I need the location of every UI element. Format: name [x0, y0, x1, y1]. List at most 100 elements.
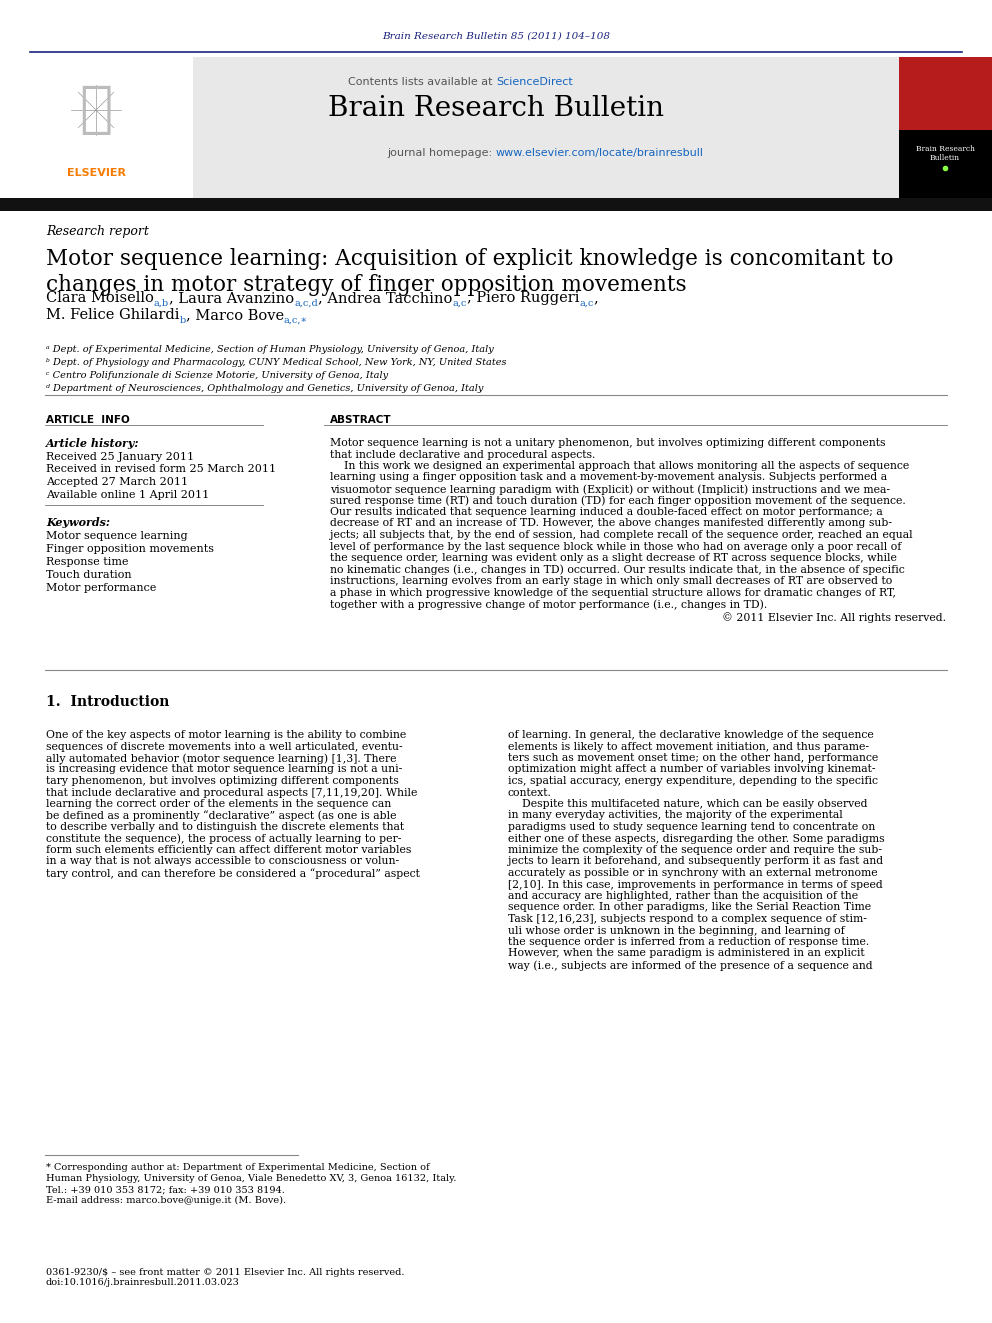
Text: changes in motor strategy of finger opposition movements: changes in motor strategy of finger oppo… [46, 274, 686, 296]
Text: paradigms used to study sequence learning tend to concentrate on: paradigms used to study sequence learnin… [508, 822, 875, 832]
Text: M. Felice Ghilardi: M. Felice Ghilardi [46, 308, 180, 321]
Text: * Corresponding author at: Department of Experimental Medicine, Section of: * Corresponding author at: Department of… [46, 1163, 430, 1172]
Bar [0, 198, 992, 210]
Text: E-mail address: marco.bove@unige.it (M. Bove).: E-mail address: marco.bove@unige.it (M. … [46, 1196, 286, 1205]
Text: decrease of RT and an increase of TD. However, the above changes manifested diff: decrease of RT and an increase of TD. Ho… [330, 519, 892, 528]
Text: Received 25 January 2011: Received 25 January 2011 [46, 452, 194, 462]
Text: accurately as possible or in synchrony with an external metronome: accurately as possible or in synchrony w… [508, 868, 878, 878]
Text: Motor performance: Motor performance [46, 583, 157, 593]
Text: a,c,d: a,c,d [294, 299, 317, 308]
Text: Keywords:: Keywords: [46, 517, 110, 528]
Text: Task [12,16,23], subjects respond to a complex sequence of stim-: Task [12,16,23], subjects respond to a c… [508, 914, 867, 923]
Text: , Marco Bove: , Marco Bove [186, 308, 284, 321]
Text: In this work we designed an experimental approach that allows monitoring all the: In this work we designed an experimental… [330, 460, 910, 471]
Text: sured response time (RT) and touch duration (TD) for each finger opposition move: sured response time (RT) and touch durat… [330, 496, 906, 507]
Text: Motor sequence learning is not a unitary phenomenon, but involves optimizing dif: Motor sequence learning is not a unitary… [330, 438, 886, 448]
Text: , Laura Avanzino: , Laura Avanzino [169, 291, 294, 306]
Text: learning the correct order of the elements in the sequence can: learning the correct order of the elemen… [46, 799, 391, 808]
Text: tary control, and can therefore be considered a “procedural” aspect: tary control, and can therefore be consi… [46, 868, 420, 878]
Text: Despite this multifaceted nature, which can be easily observed: Despite this multifaceted nature, which … [508, 799, 867, 808]
Text: in many everyday activities, the majority of the experimental: in many everyday activities, the majorit… [508, 811, 843, 820]
Text: to describe verbally and to distinguish the discrete elements that: to describe verbally and to distinguish … [46, 822, 404, 832]
Text: Human Physiology, University of Genoa, Viale Benedetto XV, 3, Genoa 16132, Italy: Human Physiology, University of Genoa, V… [46, 1174, 456, 1183]
Text: minimize the complexity of the sequence order and require the sub-: minimize the complexity of the sequence … [508, 845, 882, 855]
Text: Touch duration: Touch duration [46, 570, 132, 579]
Text: ters such as movement onset time; on the other hand, performance: ters such as movement onset time; on the… [508, 753, 878, 763]
Text: the sequence order, learning was evident only as a slight decrease of RT across : the sequence order, learning was evident… [330, 553, 897, 564]
Text: jects; all subjects that, by the end of session, had complete recall of the sequ: jects; all subjects that, by the end of … [330, 531, 913, 540]
Text: that include declarative and procedural aspects.: that include declarative and procedural … [330, 450, 595, 459]
Text: ics, spatial accuracy, energy expenditure, depending to the specific: ics, spatial accuracy, energy expenditur… [508, 777, 878, 786]
Text: Available online 1 April 2011: Available online 1 April 2011 [46, 490, 209, 500]
Text: © 2011 Elsevier Inc. All rights reserved.: © 2011 Elsevier Inc. All rights reserved… [722, 613, 946, 623]
Text: instructions, learning evolves from an early stage in which only small decreases: instructions, learning evolves from an e… [330, 576, 892, 586]
Text: ᵈ Department of Neurosciences, Ophthalmology and Genetics, University of Genoa, : ᵈ Department of Neurosciences, Ophthalmo… [46, 384, 483, 393]
Text: Received in revised form 25 March 2011: Received in revised form 25 March 2011 [46, 464, 276, 475]
Text: uli whose order is unknown in the beginning, and learning of: uli whose order is unknown in the beginn… [508, 926, 845, 935]
Text: www.elsevier.com/locate/brainresbull: www.elsevier.com/locate/brainresbull [496, 148, 704, 157]
Text: b: b [180, 316, 186, 325]
Text: , Andrea Tacchino: , Andrea Tacchino [317, 291, 452, 306]
Text: context.: context. [508, 787, 552, 798]
Bar [193, 57, 899, 200]
Text: ally automated behavior (motor sequence learning) [1,3]. There: ally automated behavior (motor sequence … [46, 753, 397, 763]
Text: ᵃ Dept. of Experimental Medicine, Section of Human Physiology, University of Gen: ᵃ Dept. of Experimental Medicine, Sectio… [46, 345, 494, 355]
Text: Accepted 27 March 2011: Accepted 27 March 2011 [46, 478, 188, 487]
Text: ᶜ Centro Polifunzionale di Scienze Motorie, University of Genoa, Italy: ᶜ Centro Polifunzionale di Scienze Motor… [46, 370, 388, 380]
Text: ARTICLE  INFO: ARTICLE INFO [46, 415, 130, 425]
Bar [0, 57, 193, 200]
Text: Motor sequence learning: Motor sequence learning [46, 531, 187, 541]
Text: 1.  Introduction: 1. Introduction [46, 695, 170, 709]
Text: that include declarative and procedural aspects [7,11,19,20]. While: that include declarative and procedural … [46, 787, 418, 798]
Text: the sequence order is inferred from a reduction of response time.: the sequence order is inferred from a re… [508, 937, 869, 947]
Text: a phase in which progressive knowledge of the sequential structure allows for dr: a phase in which progressive knowledge o… [330, 587, 896, 598]
Text: Finger opposition movements: Finger opposition movements [46, 544, 214, 554]
Text: 𝕰: 𝕰 [79, 82, 113, 138]
Text: a,c,∗: a,c,∗ [284, 316, 308, 325]
Text: ABSTRACT: ABSTRACT [330, 415, 392, 425]
Text: Brain Research Bulletin 85 (2011) 104–108: Brain Research Bulletin 85 (2011) 104–10… [382, 32, 610, 41]
Text: tary phenomenon, but involves optimizing different components: tary phenomenon, but involves optimizing… [46, 777, 399, 786]
Text: a,b: a,b [154, 299, 169, 308]
Text: Contents lists available at: Contents lists available at [348, 77, 496, 87]
Text: a,c: a,c [452, 299, 466, 308]
Text: Article history:: Article history: [46, 438, 140, 448]
Text: visuomotor sequence learning paradigm with (Explicit) or without (Implicit) inst: visuomotor sequence learning paradigm wi… [330, 484, 890, 495]
Text: sequences of discrete movements into a well articulated, eventu-: sequences of discrete movements into a w… [46, 741, 403, 751]
Text: way (i.e., subjects are informed of the presence of a sequence and: way (i.e., subjects are informed of the … [508, 960, 873, 971]
Text: together with a progressive change of motor performance (i.e., changes in TD).: together with a progressive change of mo… [330, 599, 767, 610]
Text: constitute the sequence), the process of actually learning to per-: constitute the sequence), the process of… [46, 833, 402, 844]
Text: be defined as a prominently “declarative” aspect (as one is able: be defined as a prominently “declarative… [46, 811, 397, 822]
Text: ᵇ Dept. of Physiology and Pharmacology, CUNY Medical School, New York, NY, Unite: ᵇ Dept. of Physiology and Pharmacology, … [46, 359, 507, 366]
Text: elements is likely to affect movement initiation, and thus parame-: elements is likely to affect movement in… [508, 741, 869, 751]
Text: is increasing evidence that motor sequence learning is not a uni-: is increasing evidence that motor sequen… [46, 765, 402, 774]
Text: a,c: a,c [579, 299, 593, 308]
Text: ,: , [593, 291, 598, 306]
Text: Clara Moisello: Clara Moisello [46, 291, 154, 306]
Text: One of the key aspects of motor learning is the ability to combine: One of the key aspects of motor learning… [46, 730, 407, 740]
Text: Brain Research
Bulletin: Brain Research Bulletin [916, 146, 974, 163]
Text: of learning. In general, the declarative knowledge of the sequence: of learning. In general, the declarative… [508, 730, 874, 740]
Text: jects to learn it beforehand, and subsequently perform it as fast and: jects to learn it beforehand, and subseq… [508, 856, 883, 867]
Text: Response time: Response time [46, 557, 129, 568]
Text: Research report: Research report [46, 225, 149, 238]
Text: , Piero Ruggeri: , Piero Ruggeri [466, 291, 579, 306]
Text: Tel.: +39 010 353 8172; fax: +39 010 353 8194.: Tel.: +39 010 353 8172; fax: +39 010 353… [46, 1185, 285, 1193]
Text: journal homepage:: journal homepage: [387, 148, 496, 157]
Bar [899, 130, 992, 200]
Text: level of performance by the last sequence block while in those who had on averag: level of performance by the last sequenc… [330, 541, 902, 552]
Text: in a way that is not always accessible to consciousness or volun-: in a way that is not always accessible t… [46, 856, 399, 867]
Bar [899, 57, 992, 200]
Text: However, when the same paradigm is administered in an explicit: However, when the same paradigm is admin… [508, 949, 865, 958]
Text: Brain Research Bulletin: Brain Research Bulletin [328, 95, 664, 122]
Text: form such elements efficiently can affect different motor variables: form such elements efficiently can affec… [46, 845, 412, 855]
Text: sequence order. In other paradigms, like the Serial Reaction Time: sequence order. In other paradigms, like… [508, 902, 871, 913]
Text: 0361-9230/$ – see front matter © 2011 Elsevier Inc. All rights reserved.
doi:10.: 0361-9230/$ – see front matter © 2011 El… [46, 1267, 405, 1287]
Text: learning using a finger opposition task and a movement-by-movement analysis. Sub: learning using a finger opposition task … [330, 472, 887, 483]
Text: ScienceDirect: ScienceDirect [496, 77, 572, 87]
Text: either one of these aspects, disregarding the other. Some paradigms: either one of these aspects, disregardin… [508, 833, 885, 844]
Text: optimization might affect a number of variables involving kinemat-: optimization might affect a number of va… [508, 765, 876, 774]
Text: Our results indicated that sequence learning induced a double-faced effect on mo: Our results indicated that sequence lear… [330, 507, 883, 517]
Text: Motor sequence learning: Acquisition of explicit knowledge is concomitant to: Motor sequence learning: Acquisition of … [46, 247, 894, 270]
Text: and accuracy are highlighted, rather than the acquisition of the: and accuracy are highlighted, rather tha… [508, 890, 858, 901]
